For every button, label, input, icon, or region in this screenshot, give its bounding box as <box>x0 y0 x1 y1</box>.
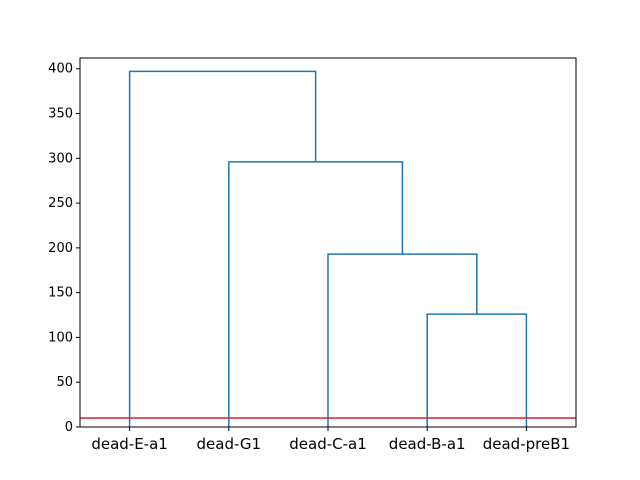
y-tick-label: 300 <box>48 151 73 166</box>
y-tick-label: 100 <box>48 330 73 345</box>
leaf-label: dead-E-a1 <box>91 435 168 453</box>
y-tick-label: 250 <box>48 196 73 211</box>
y-axis: 0 50 100 150 200 250 300 350 400 <box>48 62 80 435</box>
y-tick-label: 0 <box>65 420 73 435</box>
dendrogram-links <box>128 70 528 427</box>
y-tick-label: 350 <box>48 107 73 122</box>
leaf-label: dead-C-a1 <box>289 435 367 453</box>
y-tick-label: 150 <box>48 286 73 301</box>
dendrogram-link-1 <box>426 313 528 427</box>
leaf-label: dead-G1 <box>197 435 262 453</box>
x-axis: dead-E-a1 dead-G1 dead-C-a1 dead-B-a1 dead-p… <box>91 427 570 453</box>
y-tick-label: 200 <box>48 241 73 256</box>
y-tick-label: 400 <box>48 62 73 77</box>
leaf-label: dead-preB1 <box>483 435 570 453</box>
dendrogram-link-4 <box>128 70 317 427</box>
leaf-label: dead-B-a1 <box>389 435 466 453</box>
dendrogram-link-3 <box>228 161 404 427</box>
dendrogram-link-2 <box>327 253 478 427</box>
y-tick-label: 50 <box>56 375 73 390</box>
